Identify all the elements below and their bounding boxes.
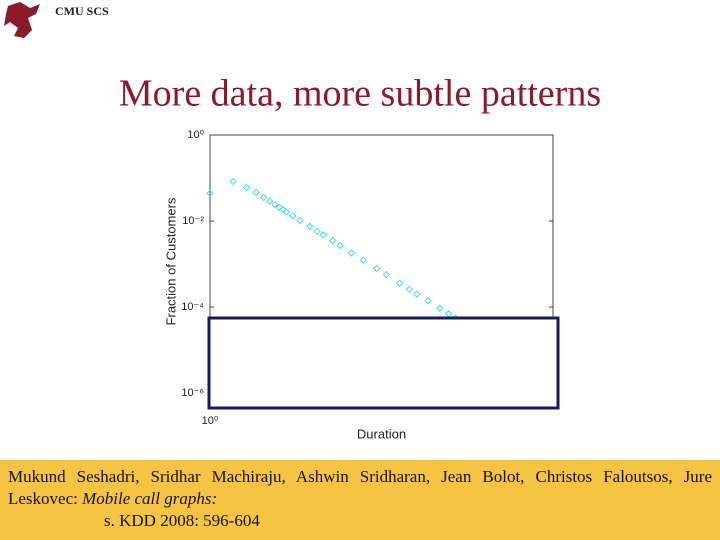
data-point (265, 197, 274, 205)
y-tick-label: 10⁰ (187, 129, 204, 141)
data-point (313, 227, 321, 235)
data-point (305, 222, 314, 231)
x-axis-label: Duration (357, 426, 406, 441)
slide-title: More data, more subtle patterns (119, 73, 601, 115)
data-point (319, 231, 327, 239)
logo (4, 2, 40, 38)
data-point (271, 200, 279, 209)
y-axis-label: Fraction of Customers (163, 197, 178, 325)
slide-canvas: CMU SCS More data, more subtle patterns … (4, 2, 601, 441)
data-point (436, 304, 444, 312)
data-point (347, 249, 356, 257)
y-tick-label: 10⁻⁴ (181, 301, 204, 313)
data-point (206, 189, 214, 198)
data-point (296, 216, 304, 225)
overlay-box (207, 316, 560, 410)
data-point (282, 208, 291, 216)
x-tick-label: 10⁰ (202, 415, 219, 427)
data-point (259, 193, 268, 202)
data-point (336, 241, 344, 250)
data-point (413, 290, 421, 298)
y-tick-label: 10⁻⁶ (181, 387, 204, 399)
y-tick-label: 10⁻² (182, 215, 204, 227)
citation-venue: s. KDD 2008: 596-604 (104, 511, 260, 530)
data-point (405, 285, 414, 293)
data-point (279, 205, 287, 214)
header: CMU SCS (55, 4, 109, 18)
data-point (329, 236, 337, 245)
data-point (275, 203, 283, 211)
plot: 10⁰ 10⁻² 10⁻⁴ 10⁻⁶ 10⁰ Duration Fraction of Cu… (163, 129, 553, 441)
data-point (242, 183, 251, 192)
data-point (252, 188, 260, 197)
data-point (424, 297, 432, 305)
data-point (373, 264, 381, 273)
data-point (288, 211, 297, 220)
data-point (396, 279, 404, 287)
data-point (229, 177, 237, 186)
logo-dragon (4, 2, 40, 38)
citation: Mukund Seshadri, Sridhar Machiraju, Ashw… (0, 460, 720, 540)
data-point (382, 270, 390, 279)
citation-authors: Mukund Seshadri, Sridhar Machiraju, Ashw… (8, 467, 712, 508)
citation-title: Mobile call graphs: (82, 489, 218, 508)
data-point (359, 256, 367, 264)
